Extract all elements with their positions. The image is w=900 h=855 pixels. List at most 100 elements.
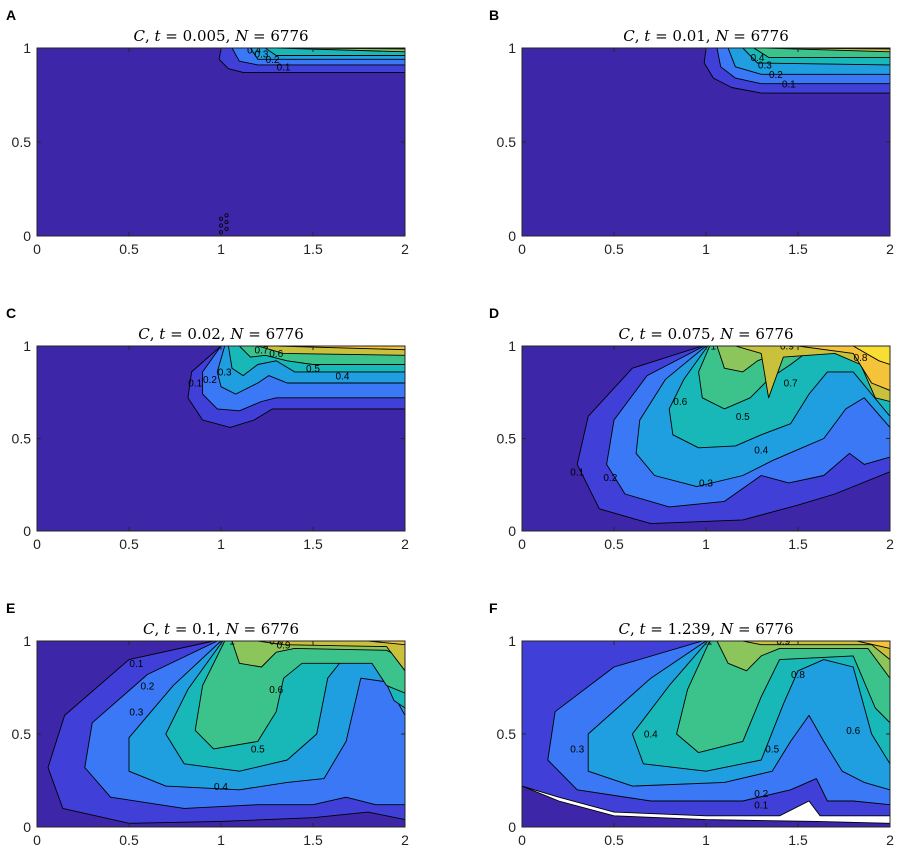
x-tick-label: 1 <box>217 536 225 552</box>
contour-fill: 0.10.20.30.4 <box>37 48 405 236</box>
contour-label: 0.4 <box>751 53 765 64</box>
contour-loop <box>218 223 223 228</box>
x-tick-label: 0.5 <box>604 241 624 257</box>
x-tick-label: 1 <box>217 832 225 848</box>
contour-region <box>194 641 405 750</box>
contour-loop <box>224 226 229 231</box>
panel-f: 0.10.20.30.40.50.60.80.910 0.5 1 1.5 200.51C… <box>489 600 894 848</box>
panel-letter: D <box>489 305 499 321</box>
y-tick-label: 0.5 <box>497 134 517 150</box>
panel-d: 0.1 0.2 0.3 0.4 0.5 0.6 0.7 0.8 0.9 1 0 0.5 1 1.5 2 0 0.… <box>489 305 894 552</box>
y-tick-label: 0.5 <box>12 726 32 742</box>
contour-fill: 0.10.20.30.4 <box>522 48 890 236</box>
y-tick-label: 0 <box>508 819 516 835</box>
x-tick-label: 0 <box>518 536 526 552</box>
x-tick-label: 0.5 <box>119 536 139 552</box>
y-tick-label: 0 <box>508 523 516 539</box>
x-tick-label: 0 <box>518 241 526 257</box>
panel-letter: B <box>489 7 499 23</box>
contour-label: 0.2 <box>140 681 154 692</box>
y-tick-label: 1 <box>23 40 31 56</box>
panel-letter: C <box>6 305 16 321</box>
contour-label: 0.5 <box>251 745 265 756</box>
contour-label: 0.1 <box>782 79 796 90</box>
contour-region <box>852 346 890 365</box>
x-tick-label: 0 <box>33 241 41 257</box>
contour-label: 0.6 <box>269 349 283 360</box>
contour-region <box>797 346 890 391</box>
contour-label: 1 <box>229 637 235 648</box>
x-tick-label: 0.5 <box>119 832 139 848</box>
contour-region <box>734 346 890 402</box>
x-tick-label: 0 <box>518 832 526 848</box>
x-tick-label: 1.5 <box>788 536 808 552</box>
contour-label: 0.6 <box>846 726 860 737</box>
y-tick-label: 0.5 <box>12 134 32 150</box>
contour-label: 0.2 <box>754 789 768 800</box>
contour-label: 0.7 <box>255 345 269 356</box>
contour-label: 0.4 <box>214 782 228 793</box>
x-tick-label: 2 <box>886 536 894 552</box>
contour-label: 0.5 <box>736 412 750 423</box>
x-tick-label: 1 <box>217 241 225 257</box>
x-tick-label: 1.5 <box>788 241 808 257</box>
x-tick-label: 1.5 <box>788 832 808 848</box>
contour-fill: 0.1 0.20.3 0.4 0.5 0.60.7 <box>37 345 405 531</box>
x-tick-label: 0.5 <box>604 536 624 552</box>
contour-label: 0.2 <box>769 70 783 81</box>
contour-label: 0.3 <box>255 49 269 60</box>
panel-title: C, t = 0.1, N = 6776 <box>143 620 299 638</box>
y-tick-label: 0 <box>23 228 31 244</box>
contour-label: 0.8 <box>791 670 805 681</box>
contour-label: 0.8 <box>854 353 868 364</box>
y-tick-label: 0.5 <box>12 431 32 447</box>
contour-fill: 0.10.20.30.40.50.60.80.91 <box>522 637 890 827</box>
y-tick-label: 1 <box>508 338 516 354</box>
contour-label: 0.2 <box>203 375 217 386</box>
y-tick-label: 1 <box>508 633 516 649</box>
x-tick-label: 1.5 <box>303 536 323 552</box>
y-tick-label: 0.5 <box>497 726 517 742</box>
contour-label: 0.1 <box>129 659 143 670</box>
panel-letter: E <box>6 600 15 616</box>
x-tick-label: 0.5 <box>119 241 139 257</box>
y-tick-label: 1 <box>23 633 31 649</box>
x-tick-label: 1.5 <box>303 832 323 848</box>
contour-loop <box>224 220 229 225</box>
contour-label: 0.3 <box>218 368 232 379</box>
y-tick-label: 0 <box>508 228 516 244</box>
contour-label: 0.9 <box>277 640 291 651</box>
contour-label: 0.1 <box>570 468 584 479</box>
contour-label: 0.3 <box>129 707 143 718</box>
y-tick-label: 0 <box>23 819 31 835</box>
panel-letter: A <box>6 7 16 23</box>
contour-label: 0.3 <box>570 745 584 756</box>
x-tick-label: 0.5 <box>604 832 624 848</box>
panel-e: 0.10.20.30.40.50.60.80.910 0.5 1 1.5 200.51C… <box>6 600 409 848</box>
panel-a: 0.10.20.30.4 0 0.5 1 1.5 2 0 0.5 1 C, t = 0.005, … <box>6 7 409 257</box>
panel-title: C, t = 1.239, N = 6776 <box>618 620 793 638</box>
contour-region <box>522 785 890 827</box>
panel-title: C, t = 0.01, N = 6776 <box>623 27 789 45</box>
x-tick-label: 0 <box>33 832 41 848</box>
contour-label: 0.3 <box>699 479 713 490</box>
y-tick-label: 0 <box>23 523 31 539</box>
contour-label: 0.5 <box>306 364 320 375</box>
contour-label: 0.5 <box>765 745 779 756</box>
contour-region <box>367 641 405 646</box>
contour-region <box>257 641 405 672</box>
contour-label: 1 <box>711 342 717 353</box>
x-tick-label: 0 <box>33 536 41 552</box>
contour-label: 0.9 <box>776 637 790 648</box>
x-tick-label: 1.5 <box>303 241 323 257</box>
x-tick-label: 2 <box>401 241 409 257</box>
contour-fill: 0.10.20.30.40.50.60.80.91 <box>37 637 405 827</box>
contour-label: 0.4 <box>644 730 658 741</box>
contour-region <box>676 641 890 754</box>
panel-title: C, t = 0.075, N = 6776 <box>618 325 793 343</box>
contour-region <box>231 641 405 668</box>
contour-label: 1 <box>707 637 713 648</box>
contour-label: 0.3 <box>758 61 772 72</box>
contour-label: 0.4 <box>754 445 768 456</box>
